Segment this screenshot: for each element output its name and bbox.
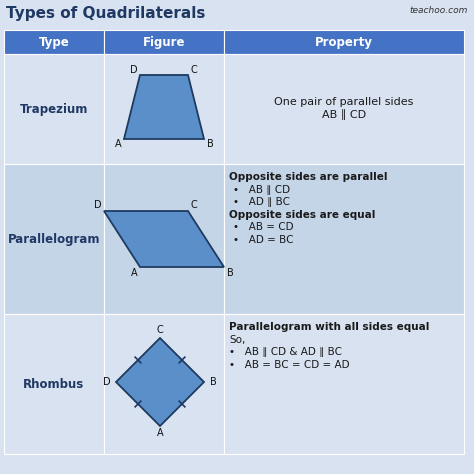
Bar <box>4 30 104 54</box>
Text: A: A <box>115 139 121 149</box>
Bar <box>224 164 464 314</box>
Text: So,: So, <box>229 335 246 345</box>
Bar <box>224 30 464 54</box>
Text: B: B <box>207 139 213 149</box>
Text: C: C <box>191 65 197 75</box>
Text: D: D <box>103 377 111 387</box>
Text: Trapezium: Trapezium <box>20 102 88 116</box>
Text: C: C <box>191 200 197 210</box>
Bar <box>4 54 104 164</box>
Text: Opposite sides are equal: Opposite sides are equal <box>229 210 375 219</box>
Text: •   AB ∥ CD: • AB ∥ CD <box>233 184 290 194</box>
Bar <box>104 164 224 314</box>
Text: C: C <box>156 325 164 335</box>
Bar <box>4 164 104 314</box>
Polygon shape <box>116 338 204 426</box>
Bar <box>4 314 104 454</box>
Bar <box>224 54 464 164</box>
Text: Type: Type <box>38 36 69 48</box>
Bar <box>104 54 224 164</box>
Text: Parallelogram: Parallelogram <box>8 233 100 246</box>
Text: Rhombus: Rhombus <box>23 377 85 391</box>
Text: •   AB = BC = CD = AD: • AB = BC = CD = AD <box>229 359 350 370</box>
Text: •   AD = BC: • AD = BC <box>233 235 293 245</box>
Text: •   AB ∥ CD & AD ∥ BC: • AB ∥ CD & AD ∥ BC <box>229 347 342 357</box>
Text: One pair of parallel sides: One pair of parallel sides <box>274 97 414 107</box>
Text: B: B <box>227 268 233 278</box>
Text: Property: Property <box>315 36 373 48</box>
Polygon shape <box>124 75 204 139</box>
Text: •   AB = CD: • AB = CD <box>233 222 293 232</box>
Text: D: D <box>94 200 102 210</box>
Bar <box>104 30 224 54</box>
Text: D: D <box>130 65 138 75</box>
Text: AB ∥ CD: AB ∥ CD <box>322 109 366 120</box>
Text: •   AD ∥ BC: • AD ∥ BC <box>233 197 290 207</box>
Bar <box>104 314 224 454</box>
Polygon shape <box>104 211 224 267</box>
Text: A: A <box>157 428 164 438</box>
Text: teachoo.com: teachoo.com <box>410 6 468 15</box>
Text: Figure: Figure <box>143 36 185 48</box>
Bar <box>224 314 464 454</box>
Text: Opposite sides are parallel: Opposite sides are parallel <box>229 172 388 182</box>
Text: B: B <box>210 377 216 387</box>
Text: Parallelogram with all sides equal: Parallelogram with all sides equal <box>229 322 429 332</box>
Text: Types of Quadrilaterals: Types of Quadrilaterals <box>6 6 205 21</box>
Text: A: A <box>131 268 137 278</box>
